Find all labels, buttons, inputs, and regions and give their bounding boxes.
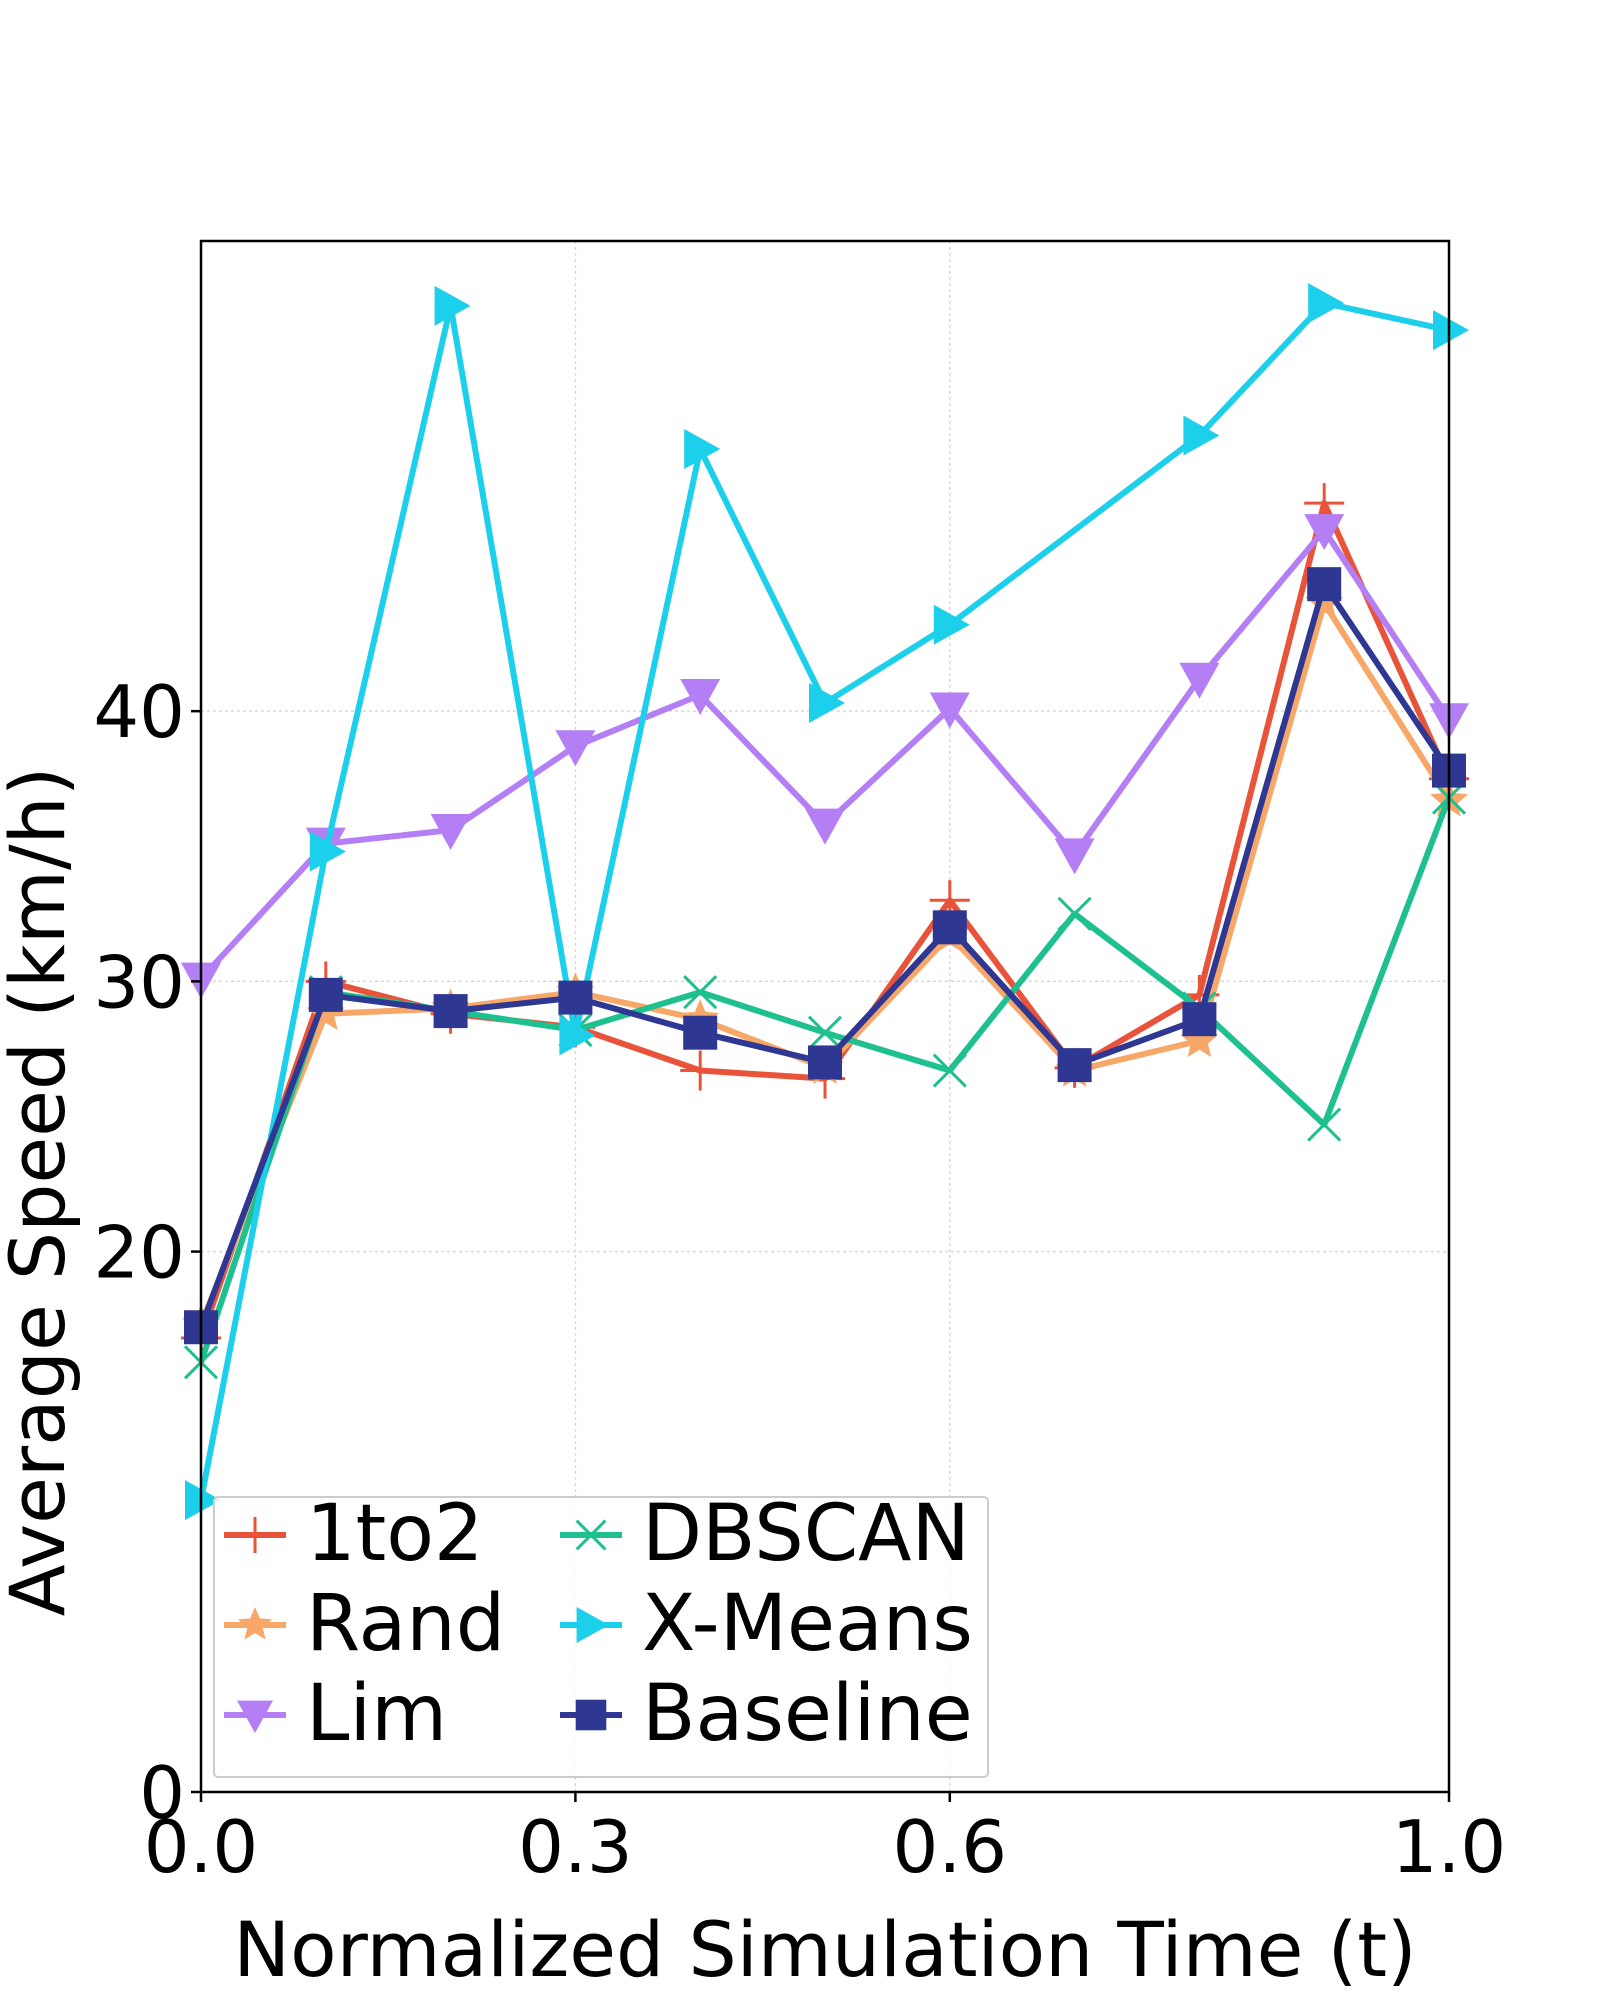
data-point bbox=[1307, 567, 1342, 602]
y-tick-label: 0 bbox=[139, 1751, 185, 1835]
x-axis-label: Normalized Simulation Time (t) bbox=[233, 1905, 1416, 1994]
y-tick-label: 40 bbox=[93, 670, 185, 754]
series-x-means bbox=[185, 283, 1469, 1521]
data-point bbox=[434, 285, 471, 326]
y-axis-label: Average Speed (km/h) bbox=[0, 767, 82, 1617]
data-point bbox=[805, 808, 845, 845]
data-point bbox=[680, 1050, 721, 1091]
legend-label: Rand bbox=[306, 1579, 505, 1669]
legend-item: X-Means bbox=[560, 1579, 973, 1669]
legend-label: DBSCAN bbox=[642, 1489, 970, 1579]
data-point bbox=[555, 730, 596, 767]
legend-marker bbox=[575, 1519, 607, 1551]
legend-marker bbox=[237, 1700, 273, 1733]
data-point bbox=[1054, 838, 1095, 875]
data-point bbox=[430, 814, 471, 851]
data-point bbox=[433, 994, 468, 1029]
data-point bbox=[683, 975, 718, 1010]
legend-item: Rand bbox=[224, 1579, 505, 1669]
data-point bbox=[809, 683, 845, 724]
legend-label: Lim bbox=[306, 1669, 447, 1759]
x-tick-label: 0.0 bbox=[144, 1805, 259, 1889]
data-point bbox=[185, 1480, 221, 1521]
data-point bbox=[929, 692, 970, 729]
legend-label: 1to2 bbox=[306, 1489, 484, 1579]
x-tick-label: 0.3 bbox=[518, 1805, 633, 1889]
legend-marker bbox=[576, 1607, 609, 1643]
series-layer bbox=[181, 283, 1469, 1521]
legend-item: Baseline bbox=[560, 1669, 973, 1759]
data-point bbox=[1179, 662, 1220, 699]
x-tick-label: 1.0 bbox=[1392, 1805, 1507, 1889]
data-point bbox=[308, 977, 343, 1012]
y-tick-label: 30 bbox=[93, 940, 185, 1024]
data-point bbox=[808, 1045, 842, 1080]
data-point bbox=[1057, 1048, 1092, 1083]
y-tick-label: 20 bbox=[93, 1211, 185, 1295]
tick-layer: 0.0 0.3 0.6 1.0 0 20 30 40 bbox=[93, 670, 1506, 1889]
data-point bbox=[680, 678, 721, 715]
data-point bbox=[1304, 514, 1345, 551]
legend-marker bbox=[575, 1699, 607, 1731]
legend-item: 1to2 bbox=[224, 1489, 484, 1579]
data-point bbox=[933, 604, 970, 645]
data-point bbox=[558, 980, 593, 1015]
data-point bbox=[309, 831, 346, 872]
data-point bbox=[684, 429, 721, 470]
legend-item: DBSCAN bbox=[560, 1489, 970, 1579]
data-point bbox=[683, 1015, 718, 1050]
legend-label: X-Means bbox=[642, 1579, 973, 1669]
data-point bbox=[1182, 1002, 1217, 1037]
x-tick-label: 0.6 bbox=[893, 1805, 1008, 1889]
series-line bbox=[198, 300, 1450, 1501]
legend-item: Lim bbox=[224, 1669, 447, 1759]
plot-frame bbox=[199, 239, 1451, 1794]
data-point bbox=[1057, 896, 1092, 931]
legend-label: Baseline bbox=[642, 1669, 973, 1759]
series-baseline bbox=[184, 567, 1466, 1345]
data-point bbox=[1433, 310, 1469, 351]
data-point bbox=[1183, 415, 1220, 456]
data-point bbox=[559, 1015, 596, 1056]
legend-marker bbox=[237, 1517, 273, 1553]
series-lim bbox=[181, 514, 1469, 999]
data-point bbox=[932, 910, 967, 945]
data-point bbox=[1308, 283, 1345, 324]
legend-box bbox=[213, 1496, 989, 1778]
data-point bbox=[1307, 1107, 1342, 1142]
data-point bbox=[807, 1015, 843, 1050]
legend-marker bbox=[237, 1607, 273, 1640]
data-point bbox=[1180, 1020, 1219, 1057]
data-point bbox=[932, 1053, 967, 1088]
